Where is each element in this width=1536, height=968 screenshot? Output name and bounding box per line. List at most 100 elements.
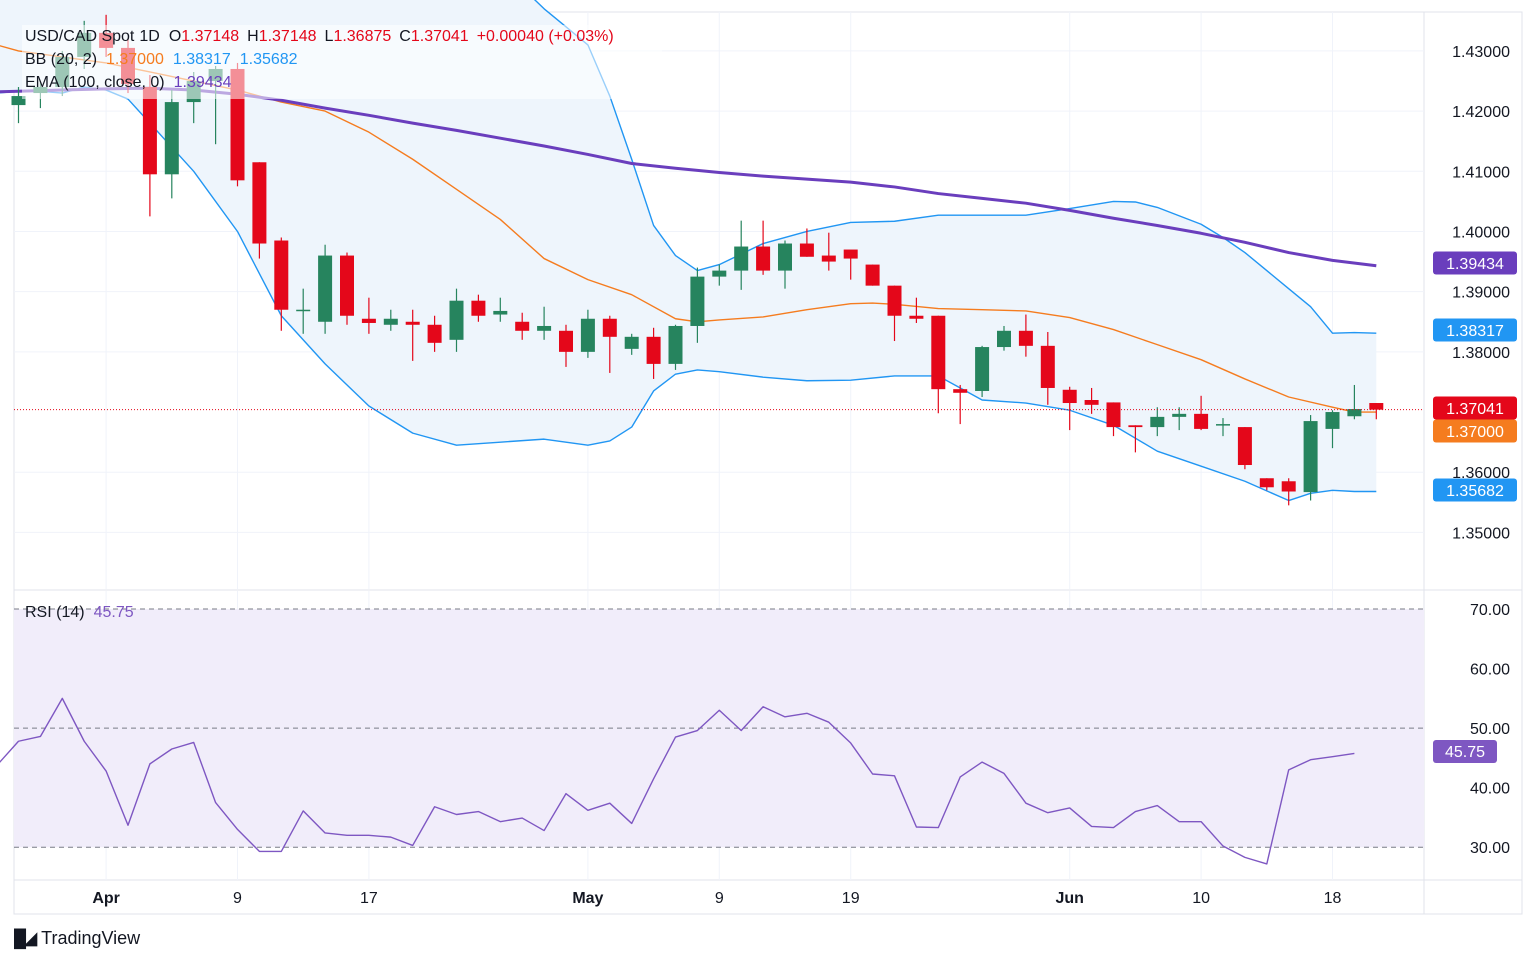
bb-fill (0, 0, 1377, 501)
candle-body (799, 243, 814, 257)
time-tick-label: 17 (360, 890, 378, 907)
time-tick-label: Jun (1055, 890, 1083, 907)
h-label: H (247, 28, 259, 45)
change-value: +0.00040 (+0.03%) (477, 28, 614, 45)
price-badges: 1.39434 1.38317 1.37041 1.37000 1.35682 45.75 (1433, 251, 1517, 763)
rsi-tick-label: 70.00 (1470, 602, 1510, 619)
time-tick-label: May (572, 890, 603, 907)
tradingview-logo-text: TradingView (41, 928, 141, 948)
price-tick-label: 1.40000 (1452, 224, 1510, 241)
candle-body (931, 315, 946, 390)
candle-body (493, 310, 508, 315)
price-tick-label: 1.42000 (1452, 104, 1510, 121)
candle-body (909, 315, 924, 319)
candle-body (646, 336, 661, 364)
candle-body (274, 240, 289, 310)
low-value: 1.36875 (333, 28, 391, 45)
rsi-value-badge: 45.75 (1433, 740, 1497, 763)
candle-body (427, 324, 442, 343)
tradingview-logo[interactable]: █◢ TradingView (14, 928, 140, 949)
bb-lower-value: 1.35682 (240, 51, 298, 68)
candle-body (865, 264, 880, 286)
time-tick-label: 9 (233, 890, 242, 907)
price-tick-label: 1.43000 (1452, 44, 1510, 61)
candle-body (537, 325, 552, 331)
interval: 1D (139, 28, 159, 45)
candle-body (1259, 478, 1274, 488)
time-tick-label: 9 (715, 890, 724, 907)
candle-body (1216, 424, 1230, 426)
close-value: 1.37041 (411, 28, 469, 45)
candle-body (318, 255, 333, 322)
tradingview-logo-icon: █◢ (14, 928, 37, 948)
candle-body (1369, 403, 1384, 410)
ema-price-badge-bg (1433, 251, 1517, 275)
o-label: O (169, 28, 181, 45)
candle-body (1303, 421, 1318, 493)
candle-body (1106, 402, 1121, 428)
rsi-tick-label: 40.00 (1470, 781, 1510, 798)
candle-body (1150, 416, 1165, 428)
rsi-tick-label: 60.00 (1470, 662, 1510, 679)
candle-body (11, 96, 26, 106)
bb-upper-price-badge: 1.38317 (1433, 318, 1517, 342)
candle-body (340, 255, 354, 316)
candle-body (164, 102, 179, 175)
candle-body (843, 249, 858, 259)
rsi-value-badge-text: 45.75 (1445, 744, 1485, 761)
candle-body (668, 325, 683, 364)
ohlc-legend: USD/CAD Spot 1D O1.37148 H1.37148 L1.36875 C1… (22, 25, 662, 99)
bb-basis-price-badge: 1.37000 (1433, 419, 1517, 443)
price-tick-label: 1.41000 (1452, 164, 1510, 181)
candle-body (1018, 330, 1033, 346)
rsi-label[interactable]: RSI (14) (25, 604, 85, 621)
rsi-tick-label: 30.00 (1470, 840, 1510, 857)
candle-body (624, 336, 639, 349)
candle-body (471, 300, 486, 316)
candle-body (1172, 413, 1187, 417)
bb-lower-price-badge-bg (1433, 478, 1517, 502)
candle-body (1347, 409, 1362, 417)
candle-body (1237, 427, 1252, 466)
time-tick-label: 10 (1192, 890, 1210, 907)
candle-body (756, 246, 771, 271)
candle-body (1062, 389, 1077, 404)
candle-body (405, 321, 420, 325)
close-price-badge-bg (1433, 396, 1517, 420)
rsi-legend-line: RSI (14) 45.75 (25, 604, 134, 621)
candle-body (1084, 400, 1099, 405)
candle-body (559, 330, 573, 352)
time-tick-label: Apr (92, 890, 120, 907)
candle-body (887, 285, 902, 316)
price-tick-label: 1.39000 (1452, 285, 1510, 302)
bb-upper-line (533, 0, 1377, 334)
price-tick-label: 1.38000 (1452, 345, 1510, 362)
candle-body (383, 318, 398, 325)
ema-value: 1.39434 (174, 74, 232, 91)
candle-body (296, 309, 311, 312)
candle-body (953, 389, 968, 393)
candle-body (975, 347, 990, 391)
candle-body (712, 270, 727, 277)
candle-body (690, 276, 705, 326)
candle-body (361, 318, 376, 323)
bb-basis-price-badge-bg (1433, 419, 1517, 443)
bb-basis-value: 1.37000 (106, 51, 164, 68)
bb-upper-value: 1.38317 (173, 51, 231, 68)
bb-basis-price-badge-text: 1.37000 (1446, 424, 1504, 441)
rsi-legend: RSI (14) 45.75 (25, 604, 134, 621)
bb-label[interactable]: BB (20, 2) (25, 51, 97, 68)
candle-body (1040, 345, 1055, 388)
rsi-line (0, 697, 1355, 865)
symbol[interactable]: USD/CAD Spot (25, 28, 135, 45)
l-label: L (325, 28, 334, 45)
legend-line-2: BB (20, 2) 1.37000 1.38317 1.35682 (25, 51, 298, 68)
bb-lower-line (0, 86, 1377, 502)
bb-lower-price-badge-text: 1.35682 (1446, 483, 1504, 500)
ema-label[interactable]: EMA (100, close, 0) (25, 74, 165, 91)
high-value: 1.37148 (259, 28, 317, 45)
legend-line-3: EMA (100, close, 0) 1.39434 (25, 74, 232, 91)
legend-backdrop (22, 25, 662, 99)
